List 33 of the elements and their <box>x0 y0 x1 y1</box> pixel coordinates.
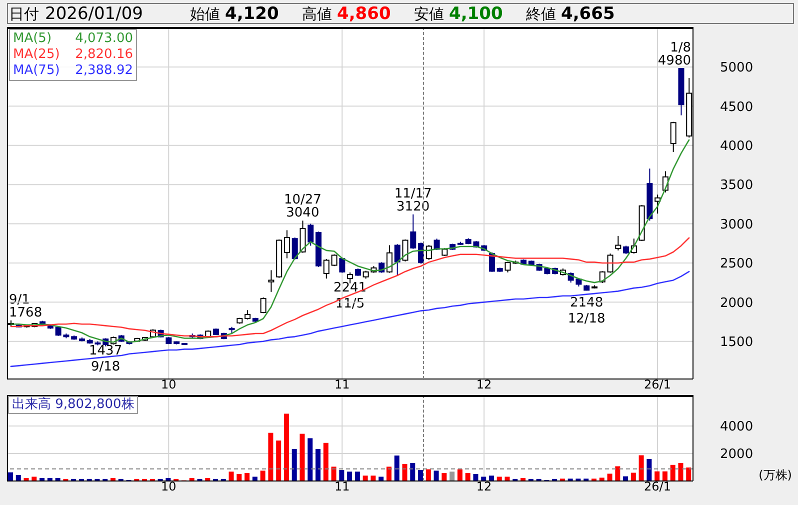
x-tick-label: 11 <box>334 378 350 392</box>
text: MA(5) 4,073.00 <box>13 31 133 46</box>
x-tick-label: 12 <box>476 480 492 494</box>
y-tick-label: 2000 <box>720 447 754 462</box>
annotation: 1437 9/18 <box>89 343 122 374</box>
y-tick-label: 4500 <box>720 100 754 115</box>
x-tick-label: 10 <box>161 480 176 494</box>
y-tick-label: 2000 <box>720 296 754 311</box>
annotation: 2148 12/18 <box>568 296 606 327</box>
y-tick-label: 5000 <box>720 60 754 76</box>
text: 安値 4,100 <box>414 4 503 24</box>
y-tick-label: 3500 <box>720 178 754 194</box>
x-tick-label: 26/1 <box>644 378 671 392</box>
text: 終値 4,665 <box>526 4 615 24</box>
y-tick-label: 2500 <box>720 256 754 272</box>
text: MA(75) 2,388.92 <box>13 63 133 79</box>
y-tick-label: 4000 <box>720 138 754 154</box>
annotation: 9/1 1768 <box>9 292 42 320</box>
annotation: 1/8 4980 <box>658 40 691 69</box>
annotation: 10/27 3040 <box>284 192 322 221</box>
text: MA(25) 2,820.16 <box>13 47 133 63</box>
text: 日付 2026/01/09 <box>9 4 143 24</box>
y-tick-label: 4000 <box>720 420 754 435</box>
x-tick-label: 26/1 <box>644 480 671 494</box>
y-axis-title: (万株) <box>758 468 792 482</box>
chart-title: 出来高 9,802,800株 <box>12 397 134 412</box>
text: 始値 4,120 <box>190 4 279 24</box>
x-tick-label: 12 <box>476 378 492 392</box>
x-tick-label: 11 <box>334 480 350 494</box>
x-tick-label: 10 <box>161 378 176 392</box>
y-tick-label: 3000 <box>720 217 754 232</box>
y-tick-label: 1500 <box>720 334 754 350</box>
text: 高値 4,860 <box>302 4 391 24</box>
